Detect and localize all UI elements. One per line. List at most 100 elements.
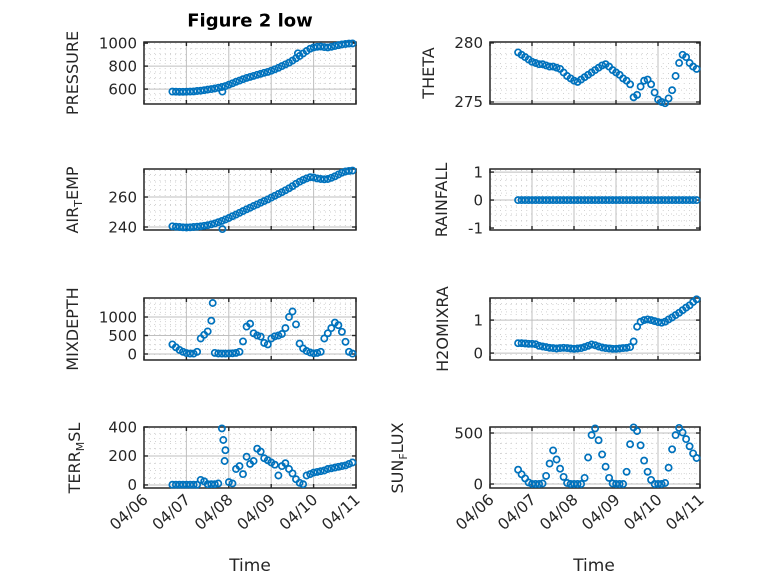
data-point-marker: [545, 62, 554, 71]
data-point-marker: [171, 480, 180, 489]
data-point-marker: [538, 342, 547, 351]
data-point-marker: [327, 464, 336, 473]
data-point-marker: [323, 465, 332, 473]
data-point-marker: [563, 344, 572, 353]
subplot-theta: 275 280: [454, 34, 701, 111]
data-point-marker: [528, 339, 537, 348]
data-point-marker: [260, 68, 269, 77]
data-point-marker: [598, 450, 607, 459]
data-point-marker: [203, 85, 212, 94]
data-point-marker: [182, 223, 191, 232]
data-point-marker: [528, 57, 537, 66]
data-point-marker: [218, 225, 227, 234]
data-point-marker: [239, 75, 247, 84]
data-point-marker: [218, 87, 227, 96]
data-point-marker: [341, 167, 350, 176]
x-tick-label: 04/07: [494, 491, 539, 534]
data-point-marker: [220, 457, 229, 465]
minor-grid: [145, 170, 355, 229]
y-tick-label: 1: [473, 311, 483, 329]
data-point-marker: [545, 343, 554, 352]
y-tick-label: 0: [473, 191, 483, 209]
data-point-marker: [612, 344, 621, 353]
data-point-marker: [323, 43, 332, 52]
data-point-marker: [573, 480, 582, 488]
data-point-marker: [207, 316, 216, 325]
data-point-marker: [348, 349, 357, 358]
y-tick-labels: -1 0 1: [468, 163, 483, 237]
data-point-marker: [587, 431, 596, 440]
data-point-marker: [270, 460, 279, 469]
data-point-marker: [242, 452, 251, 461]
data-point-marker: [235, 347, 244, 356]
y-tick-label: 280: [454, 34, 483, 52]
data-point-marker: [559, 343, 568, 352]
data-point-marker: [309, 349, 318, 358]
data-point-marker: [650, 88, 659, 97]
data-point-marker: [657, 98, 666, 106]
data-point-marker: [270, 332, 279, 341]
data-point-marker: [193, 480, 202, 489]
data-point-marker: [242, 73, 251, 82]
data-point-marker: [657, 480, 666, 488]
y-tick-labels: 01: [473, 311, 483, 362]
data-point-marker: [689, 196, 698, 205]
axes-frame: [143, 297, 357, 361]
data-point-marker: [274, 471, 283, 480]
x-tick-label: 04/08: [191, 491, 236, 534]
data-point-marker: [345, 166, 353, 175]
data-point-marker: [647, 316, 656, 325]
data-point-marker: [309, 43, 318, 52]
data-point-marker: [263, 67, 272, 76]
data-point-marker: [622, 343, 631, 352]
data-point-marker: [668, 86, 677, 95]
data-point-marker: [348, 458, 357, 467]
data-point-marker: [556, 464, 565, 473]
data-point-marker: [186, 349, 195, 358]
x-tick-label: 04/06: [106, 491, 151, 534]
data-point-marker: [573, 344, 582, 353]
data-point-marker: [189, 480, 198, 489]
data-point-marker: [196, 86, 205, 95]
data-point-marker: [320, 175, 329, 184]
tick-marks: [489, 169, 701, 230]
data-point-marker: [203, 327, 212, 336]
data-point-marker: [542, 61, 551, 70]
data-point-marker: [552, 455, 561, 464]
data-point-marker: [228, 479, 237, 488]
axes-frame: [489, 297, 701, 361]
figure-title: Figure 2 low: [187, 10, 313, 32]
data-point-marker: [214, 218, 223, 227]
data-point-marker: [214, 349, 223, 358]
data-point-marker: [179, 480, 187, 489]
x-tick-label: 04/06: [452, 491, 497, 534]
data-point-marker: [224, 349, 233, 358]
x-tick-label: 04/09: [578, 491, 623, 534]
y-tick-labels: 600 800 1000: [99, 34, 137, 98]
data-point-marker: [622, 467, 631, 476]
x-tick-label: 04/09: [234, 491, 279, 534]
data-markers: [168, 166, 357, 234]
data-point-marker: [288, 469, 297, 478]
y-tick-label: 800: [108, 57, 137, 75]
data-point-marker: [682, 53, 691, 62]
data-point-marker: [643, 315, 652, 324]
data-point-marker: [337, 327, 346, 336]
data-markers: [168, 299, 357, 358]
data-point-marker: [235, 462, 244, 471]
data-point-marker: [570, 76, 579, 85]
data-point-marker: [661, 479, 670, 487]
data-point-marker: [221, 446, 230, 455]
data-point-marker: [640, 76, 649, 85]
data-point-marker: [570, 344, 579, 353]
data-point-marker: [210, 84, 219, 93]
y-axis-label-h2omixra: H2OMIXRA: [433, 286, 452, 372]
data-point-marker: [552, 63, 561, 72]
y-axis-label-mixdepth: MIXDEPTH: [63, 287, 82, 371]
data-point-marker: [619, 344, 628, 353]
data-point-marker: [207, 220, 216, 229]
data-point-marker: [256, 447, 265, 456]
y-tick-labels: 0 500: [454, 424, 483, 493]
